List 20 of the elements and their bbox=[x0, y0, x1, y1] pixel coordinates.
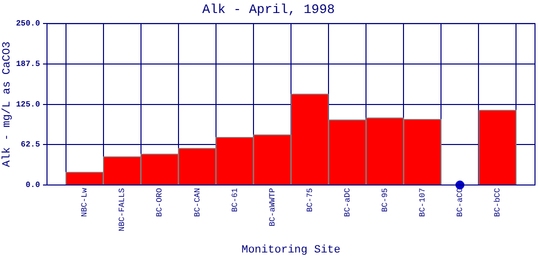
x-tick-label: BC-bCC bbox=[494, 188, 503, 217]
y-tick-label: 250.0 bbox=[16, 20, 40, 29]
y-tick-label: 187.5 bbox=[16, 60, 40, 69]
y-tick-label: 125.0 bbox=[16, 100, 40, 110]
x-tick-label: BC-CAN bbox=[193, 188, 202, 217]
y-axis-title: Alk - mg/L as CaCO3 bbox=[2, 42, 14, 168]
x-tick-label: BC-61 bbox=[230, 188, 240, 212]
x-tick-label: BC-95 bbox=[380, 188, 390, 212]
x-tick-label: NBC-FALLS bbox=[118, 188, 128, 232]
x-tick-label: BC-aCC bbox=[456, 188, 466, 217]
x-tick-label: NBC-Lw bbox=[80, 188, 90, 217]
y-tick-label: 62.5 bbox=[20, 140, 40, 150]
x-tick-label: BC-107 bbox=[418, 188, 428, 217]
chart-title: Alk - April, 1998 bbox=[202, 2, 335, 18]
x-tick-label: BC-75 bbox=[306, 188, 315, 212]
y-tick-label: 0.0 bbox=[26, 181, 40, 190]
x-tick-label: BC-aDC bbox=[343, 188, 352, 217]
x-tick-label: BC-aWWTP bbox=[268, 188, 278, 226]
x-axis-title: Monitoring Site bbox=[241, 244, 341, 256]
x-tick-label: BC-ORO bbox=[156, 188, 165, 217]
